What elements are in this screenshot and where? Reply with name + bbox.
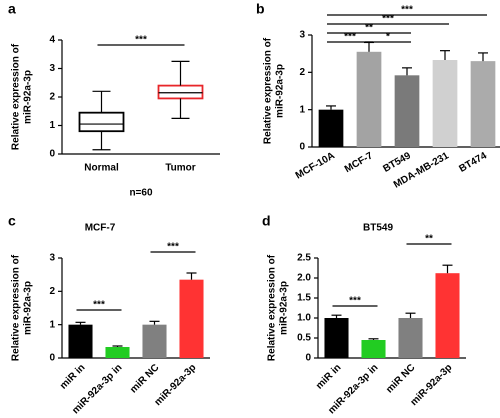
y-tick-label: 0 [299, 142, 305, 153]
y-tick-label: 3 [49, 253, 55, 264]
y-tick-label: 1 [49, 319, 55, 330]
y-axis-label: Relative expression of [263, 37, 274, 144]
x-tick-label: miR in [314, 362, 343, 391]
x-tick-label: BT474 [457, 150, 489, 175]
significance-label: *** [382, 14, 394, 25]
y-axis-label: Relative expression of [11, 43, 22, 150]
y-axis-label: Relative expression of [11, 254, 22, 361]
y-tick-label: 1.5 [297, 293, 311, 304]
y-tick-label: 0 [49, 353, 55, 364]
significance-label: * [386, 32, 390, 43]
y-tick-label: 1 [49, 120, 55, 131]
y-tick-label: 4 [49, 35, 55, 46]
y-axis-label: Relative expression of [267, 254, 278, 361]
y-axis-label: miR-92a-3p [23, 70, 34, 124]
y-axis-label: miR-92a-3p [23, 281, 34, 335]
bar [318, 109, 344, 147]
box [78, 111, 125, 133]
bar [142, 324, 167, 358]
bar [394, 75, 420, 147]
y-tick-label: 2 [49, 92, 55, 103]
significance-label: *** [135, 35, 147, 46]
x-tick-label: MCF-10A [294, 150, 337, 181]
significance-label: *** [167, 242, 179, 253]
bar [356, 51, 382, 147]
y-tick-label: 2 [49, 286, 55, 297]
significance-label: ** [365, 23, 373, 34]
bar [432, 60, 458, 147]
note: n=60 [129, 188, 153, 199]
y-tick-label: 1 [299, 104, 305, 115]
y-tick-label: 0 [305, 353, 311, 364]
bar [179, 279, 204, 358]
bar [324, 318, 349, 358]
panel-label: d [262, 213, 271, 229]
panel-label: c [8, 213, 16, 229]
panel-label: a [8, 1, 16, 17]
x-tick-label: MCF-7 [343, 150, 375, 175]
box [157, 84, 204, 100]
x-tick-label: Tumor [165, 163, 195, 174]
y-tick-label: 3 [49, 63, 55, 74]
y-tick-label: 1.0 [297, 313, 311, 324]
y-tick-label: 0.5 [297, 333, 311, 344]
y-axis-label: miR-92a-3p [275, 64, 286, 118]
x-tick-label: miR NC [128, 362, 161, 395]
significance-label: *** [344, 32, 356, 43]
bar [470, 61, 496, 148]
bar [105, 347, 130, 358]
x-tick-label: miR in [58, 362, 87, 391]
chart-title: BT549 [363, 223, 393, 234]
y-tick-label: 2.5 [297, 253, 311, 264]
significance-label: ** [425, 234, 433, 245]
significance-label: *** [349, 296, 361, 307]
bar [68, 324, 93, 358]
bar [361, 340, 386, 358]
x-tick-label: Normal [84, 163, 119, 174]
chart-title: MCF-7 [85, 223, 116, 234]
panel-label: b [256, 1, 265, 17]
significance-label: *** [93, 300, 105, 311]
y-tick-label: 3 [299, 30, 305, 41]
y-axis-label: miR-92a-3p [279, 281, 290, 335]
y-tick-label: 0 [49, 149, 55, 160]
x-tick-label: miR NC [384, 362, 417, 395]
bar [398, 318, 423, 358]
y-tick-label: 2 [299, 67, 305, 78]
y-tick-label: 2.0 [297, 273, 311, 284]
significance-label: *** [401, 5, 413, 16]
bar [435, 273, 460, 358]
